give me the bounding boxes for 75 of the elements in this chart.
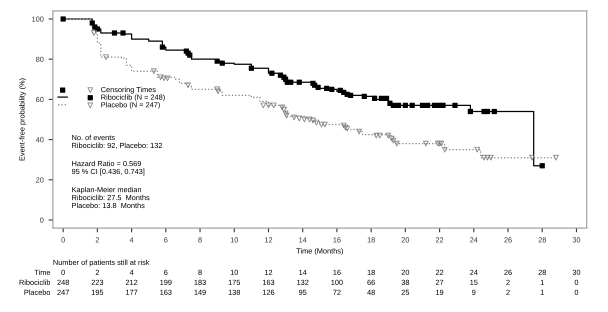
point	[420, 102, 426, 108]
point	[474, 146, 480, 152]
point	[120, 30, 126, 36]
point	[214, 58, 220, 64]
point	[324, 86, 330, 91]
point	[424, 102, 430, 108]
point	[60, 16, 66, 22]
point	[384, 96, 390, 101]
point	[340, 122, 347, 128]
point	[373, 132, 380, 138]
point	[288, 80, 294, 85]
point	[158, 74, 164, 80]
point	[269, 70, 275, 76]
point	[378, 96, 384, 101]
point	[260, 102, 266, 108]
point	[306, 116, 312, 122]
point	[468, 108, 473, 114]
point	[281, 106, 287, 112]
point	[438, 140, 444, 146]
point	[160, 44, 166, 50]
point	[390, 102, 396, 108]
point	[296, 116, 302, 122]
point	[322, 122, 328, 128]
point	[390, 138, 396, 144]
point	[481, 154, 487, 161]
point	[329, 86, 334, 92]
point	[310, 118, 316, 124]
point	[164, 75, 170, 82]
point	[452, 102, 458, 108]
point	[302, 116, 308, 122]
point	[388, 136, 394, 142]
point	[215, 88, 221, 94]
point	[248, 66, 254, 71]
point	[270, 102, 276, 108]
point	[410, 102, 415, 108]
point	[151, 68, 157, 74]
point	[396, 102, 402, 108]
point	[103, 54, 109, 60]
point	[185, 82, 191, 88]
point	[348, 92, 354, 98]
point	[442, 146, 448, 152]
point	[344, 126, 350, 132]
point	[161, 75, 167, 82]
point	[318, 122, 324, 128]
point	[553, 154, 559, 161]
point	[484, 108, 490, 114]
point	[440, 102, 446, 108]
point	[432, 102, 438, 108]
point	[296, 80, 302, 85]
point	[279, 104, 285, 110]
point	[220, 60, 225, 66]
point	[423, 140, 429, 146]
point	[314, 120, 320, 126]
point	[394, 140, 400, 146]
point	[266, 102, 272, 108]
point	[362, 94, 367, 99]
point	[91, 30, 97, 36]
point	[315, 84, 321, 90]
point	[342, 124, 348, 130]
point	[385, 132, 392, 138]
point	[356, 128, 362, 134]
point	[282, 110, 288, 116]
point	[484, 154, 490, 161]
point	[291, 114, 297, 120]
point	[284, 112, 290, 118]
point	[376, 132, 383, 138]
point	[112, 30, 118, 36]
point	[488, 154, 494, 161]
point	[372, 96, 378, 101]
point	[90, 20, 95, 26]
point	[402, 102, 408, 108]
point	[214, 86, 220, 92]
point	[492, 108, 497, 114]
point	[529, 154, 535, 161]
point	[540, 163, 545, 168]
